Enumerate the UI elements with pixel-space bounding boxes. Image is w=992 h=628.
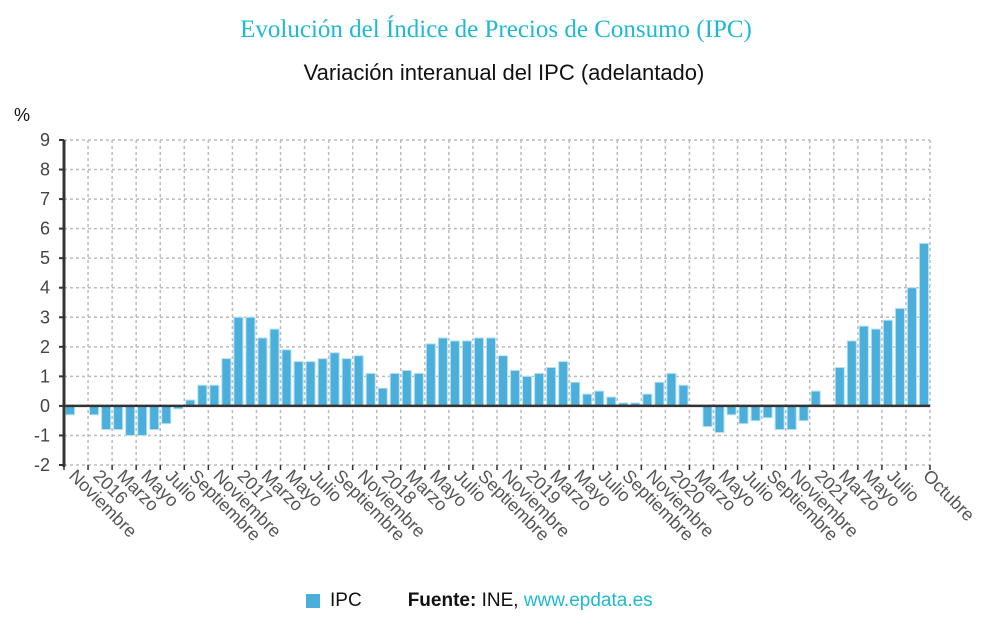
bar-2016-03	[113, 405, 124, 431]
bar-2021-07	[882, 319, 893, 407]
bar-2019-11	[642, 393, 653, 407]
bar-2017-06	[293, 361, 304, 407]
chart-subtitle: Variación interanual del IPC (adelantado…	[303, 60, 705, 85]
y-tick-labels: -2 -1 0 1 2 3 4 5 6 7 8 9	[34, 130, 50, 475]
bar-2020-05	[714, 405, 725, 433]
bar-2016-04	[125, 405, 136, 436]
axes	[59, 139, 931, 470]
bar-2018-05	[425, 343, 436, 407]
bar-2017-10	[341, 358, 352, 407]
bar-2019-04	[558, 361, 569, 407]
bar-2020-12	[798, 405, 809, 422]
bar-2020-06	[726, 405, 737, 416]
bar-2019-12	[654, 381, 665, 407]
bar-2016-12	[221, 358, 232, 407]
y-tick-label: 7	[40, 189, 50, 209]
y-axis-unit: %	[14, 105, 30, 125]
bar-2017-08	[317, 358, 328, 407]
bar-2019-07	[594, 390, 605, 407]
bar-2021-01	[810, 390, 821, 407]
bar-2019-05	[570, 381, 581, 407]
bar-2016-11	[209, 384, 220, 407]
y-tick-label: 2	[40, 337, 50, 357]
y-tick-label: 8	[40, 160, 50, 180]
bar-2018-04	[413, 372, 424, 407]
bar-2021-04	[846, 340, 857, 407]
bar-2020-09	[762, 405, 773, 419]
bar-2018-08	[461, 340, 472, 407]
bar-2017-05	[281, 349, 292, 407]
bar-2017-07	[305, 361, 316, 407]
source-label: Fuente:	[407, 590, 477, 611]
bar-2016-05	[137, 405, 148, 436]
bar-2016-06	[149, 405, 160, 431]
bar-2018-11	[498, 355, 509, 407]
y-tick-label: 6	[40, 219, 50, 239]
bar-2020-04	[702, 405, 713, 428]
y-tick-label: -2	[34, 455, 50, 475]
bar-2019-02	[534, 372, 545, 407]
y-tick-label: 4	[40, 278, 50, 298]
legend: IPC Fuente: INE, www.epdata.es	[306, 590, 653, 612]
bar-2020-10	[774, 405, 785, 431]
bar-2016-10	[197, 384, 208, 407]
y-tick-label: 1	[40, 366, 50, 386]
bar-2017-03	[257, 337, 268, 407]
bar-2019-06	[582, 393, 593, 407]
bar-2020-01	[666, 372, 677, 407]
bar-2016-02	[101, 405, 112, 431]
bar-2018-10	[485, 337, 497, 407]
y-tick-label: 9	[40, 130, 50, 150]
legend-label-ipc[interactable]: IPC	[330, 590, 362, 611]
bar-2019-08	[606, 396, 617, 407]
y-tick-label: 0	[40, 396, 50, 416]
bar-2021-10	[918, 242, 930, 407]
bar-2019-01	[522, 375, 533, 407]
bar-2018-09	[473, 337, 484, 407]
bar-2016-07	[161, 405, 172, 425]
y-tick-label: 3	[40, 307, 50, 327]
bar-2018-07	[449, 340, 460, 407]
bar-2020-08	[750, 405, 761, 422]
bar-2021-05	[858, 325, 869, 407]
source-url-link[interactable]: www.epdata.es	[523, 590, 653, 611]
x-tick-labels: Noviembre2016MarzoMayoJulioSeptiembreNov…	[65, 466, 978, 545]
bar-2017-12	[365, 372, 376, 407]
gridlines	[64, 139, 931, 466]
bar-2018-06	[437, 337, 448, 407]
bar-2018-03	[401, 369, 412, 407]
bar-2017-09	[329, 352, 340, 407]
bar-2020-07	[738, 405, 749, 425]
y-tick-label: -1	[34, 425, 50, 445]
bar-2021-06	[870, 328, 881, 407]
bar-2018-02	[389, 372, 400, 407]
y-tick-label: 5	[40, 248, 50, 268]
bar-2017-11	[353, 355, 364, 407]
source-credit: Fuente: INE, www.epdata.es	[408, 590, 653, 612]
bar-2017-04	[269, 328, 280, 407]
bar-2019-03	[546, 367, 557, 407]
bar-2020-11	[786, 405, 797, 431]
bar-2018-12	[510, 369, 521, 407]
bar-2018-01	[377, 387, 388, 407]
chart-title: Evolución del Índice de Precios de Consu…	[240, 16, 752, 43]
bar-2017-02	[245, 316, 256, 407]
bar-2017-01	[233, 316, 244, 407]
source-name: INE,	[481, 590, 519, 611]
x-tick-label: Octubre	[919, 466, 978, 525]
bar-2020-02	[678, 384, 689, 407]
bar-2021-03	[834, 367, 845, 407]
bar-2016-01	[89, 405, 100, 416]
bar-2015-11	[65, 405, 76, 416]
bar-2021-09	[906, 287, 917, 407]
legend-swatch	[306, 594, 320, 608]
bar-2021-08	[894, 307, 905, 407]
